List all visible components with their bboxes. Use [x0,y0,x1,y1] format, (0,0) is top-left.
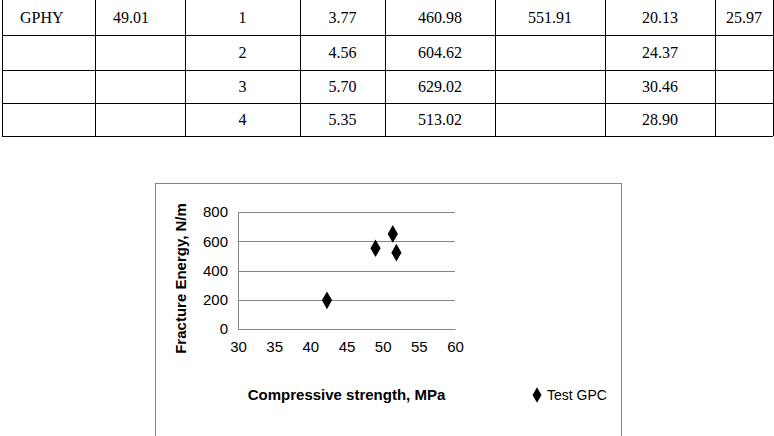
table-cell: GPHY [20,9,64,26]
tick-label: 400 [203,262,228,279]
tick: 0 [220,320,238,337]
table-cell: 24.37 [642,44,678,61]
legend-marker [533,387,542,403]
table-cell: 4 [239,111,247,128]
table-cell: 5.70 [329,78,357,95]
table-cell: 2 [239,44,247,61]
table-cell: 3.77 [329,9,357,26]
tick: 400 [203,262,238,279]
tick-label: 60 [447,338,464,355]
tick: 55 [411,329,428,355]
table-rule [185,0,186,136]
tick-label: 200 [203,291,228,308]
y-axis-title: Fracture Energy, N/m [172,203,189,354]
legend-label: Test GPC [547,387,607,403]
chart-frame [156,184,622,436]
tick: 800 [203,203,238,220]
point [322,292,332,310]
grid-line [238,241,455,242]
grid-line [238,329,455,330]
grid-line [238,212,455,213]
tick: 30 [230,329,247,355]
tick: 40 [302,329,319,355]
table-rule [385,0,386,136]
table-cell: 513.02 [418,111,462,128]
table-cell: 5.35 [329,111,357,128]
y-axis: 0 200 400 600 800 [203,203,239,337]
axis-line [239,329,456,330]
point [391,244,401,262]
grid-line [238,271,455,272]
table-rule [495,0,496,136]
table-cell: 604.62 [418,44,462,61]
tick-label: 800 [203,203,228,220]
table-rule [2,70,773,71]
table-cell: 1 [239,9,247,26]
tick: 45 [339,329,356,355]
tick-label: 50 [375,338,392,355]
tick-label: 600 [203,233,228,250]
table-cell: 49.01 [113,9,149,26]
table-cell: 20.13 [642,9,678,26]
tick: 35 [266,329,283,355]
chart: 303540455055600200400600800Compressive s… [172,203,607,403]
x-axis-title: Compressive strength, MPa [248,386,446,403]
table-rule [95,0,96,136]
tick-label: 55 [411,338,428,355]
tick-label: 45 [339,338,356,355]
tick: 60 [447,329,464,355]
x-axis: 30 35 40 45 50 55 60 [230,329,464,355]
table-rule [715,0,716,136]
table-rule [300,0,301,136]
tick-label: 40 [302,338,319,355]
table-rule [605,0,606,136]
table-cell: 3 [239,78,247,95]
point [388,225,398,243]
table: GPHY 49.01 1 3.77 460.98 551.91 20.13 25.97 2 4.5… [2,0,774,137]
table-cell: 4.56 [329,44,357,61]
tick-label: 0 [220,320,228,337]
axis-line [238,213,239,330]
legend: Test GPC [533,387,607,403]
table-cell: 629.02 [418,78,462,95]
tick: 200 [203,291,238,308]
points [322,225,402,309]
table-rule [2,35,773,36]
table-cell: 30.46 [642,78,678,95]
table-rule [2,0,3,136]
point [370,239,380,257]
tick-label: 35 [266,338,283,355]
tick-label: 30 [230,338,247,355]
table-cell: 25.97 [726,9,762,26]
table-cell: 460.98 [418,9,462,26]
table-rule [2,103,773,104]
grid [238,213,455,330]
table-rule [773,0,774,136]
table-cell: 551.91 [528,9,572,26]
table-rule [2,136,773,137]
grid-line [238,300,455,301]
tick: 50 [375,329,392,355]
tick: 600 [203,233,238,250]
table-cell: 28.90 [642,111,678,128]
page: GPHY 49.01 1 3.77 460.98 551.91 20.13 25.97 2 4.5… [0,0,774,436]
